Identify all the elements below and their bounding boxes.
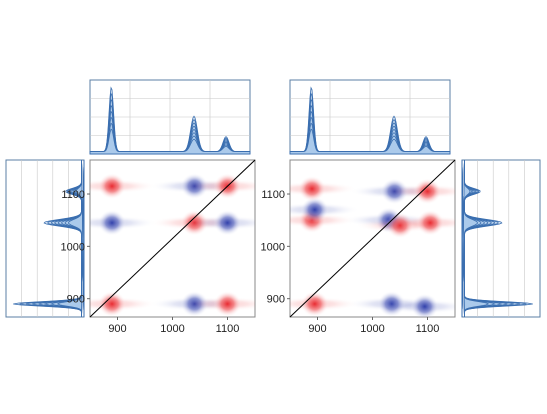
map-synchronous-x-ticks: 900 1000 1100 xyxy=(108,317,239,335)
top-spectrum-left-series-7 xyxy=(89,128,251,155)
side-spectrum-right-curves xyxy=(461,159,533,318)
top-spectrum-left-grid xyxy=(90,80,250,154)
map-synchronous-diagonal xyxy=(89,159,256,318)
map-synchronous: 900 1000 1100 900 1000 1100 xyxy=(61,159,256,335)
async-y-tick-label-1: 1000 xyxy=(261,241,285,253)
sync-y-tick-label-0: 900 xyxy=(67,294,85,306)
sync-x-tick-label-2: 1100 xyxy=(216,323,240,335)
async-peak-8 xyxy=(410,293,439,317)
side-spectrum-left-series-7 xyxy=(56,159,85,318)
map-asynchronous-diagonal xyxy=(289,159,456,318)
async-peak-2 xyxy=(300,196,329,223)
top-spectrum-right-grid xyxy=(290,80,450,154)
sync-peak-1 xyxy=(98,209,126,236)
sync-x-tick-label-0: 900 xyxy=(108,323,126,335)
map-asynchronous: 900 1000 1100 900 1000 1100 xyxy=(261,159,456,335)
async-peak-10 xyxy=(413,178,442,205)
async-x-tick-label-0: 900 xyxy=(308,323,326,335)
side-spectrum-right-grid xyxy=(477,160,525,317)
sync-peak-7 xyxy=(213,209,242,236)
async-peak-9 xyxy=(416,209,445,236)
map-synchronous-y-ticks: 900 1000 1100 xyxy=(61,189,90,306)
sync-peak-0 xyxy=(98,290,126,317)
side-spectrum-left-grid xyxy=(21,160,69,317)
top-spectrum-right-curves xyxy=(289,86,451,155)
async-x-tick-label-1: 1000 xyxy=(360,323,384,335)
async-x-tick-label-2: 1100 xyxy=(416,323,440,335)
async-peak-3 xyxy=(298,175,326,202)
sync-x-tick-label-1: 1000 xyxy=(160,323,184,335)
sync-peak-2 xyxy=(98,173,126,200)
map-asynchronous-y-ticks: 900 1000 1100 xyxy=(261,189,290,306)
side-spectrum-left xyxy=(5,159,85,318)
top-spectrum-right-series-7 xyxy=(289,128,451,155)
top-spectrum-left xyxy=(89,79,251,155)
side-spectrum-left-curves xyxy=(13,159,85,318)
sync-y-tick-label-2: 1100 xyxy=(61,189,85,201)
top-spectrum-right xyxy=(289,79,451,155)
side-spectrum-right-frame xyxy=(461,159,541,318)
async-y-tick-label-2: 1100 xyxy=(261,189,285,201)
map-asynchronous-x-ticks: 900 1000 1100 xyxy=(308,317,439,335)
sync-y-tick-label-1: 1000 xyxy=(61,241,85,253)
map-synchronous-peaks xyxy=(90,173,255,317)
async-y-tick-label-0: 900 xyxy=(267,294,285,306)
sync-peak-6 xyxy=(213,290,242,317)
side-spectrum-right xyxy=(461,159,541,318)
async-peak-0 xyxy=(300,290,329,317)
side-spectrum-right-series-7 xyxy=(461,159,490,318)
top-spectrum-left-curves xyxy=(89,86,251,155)
